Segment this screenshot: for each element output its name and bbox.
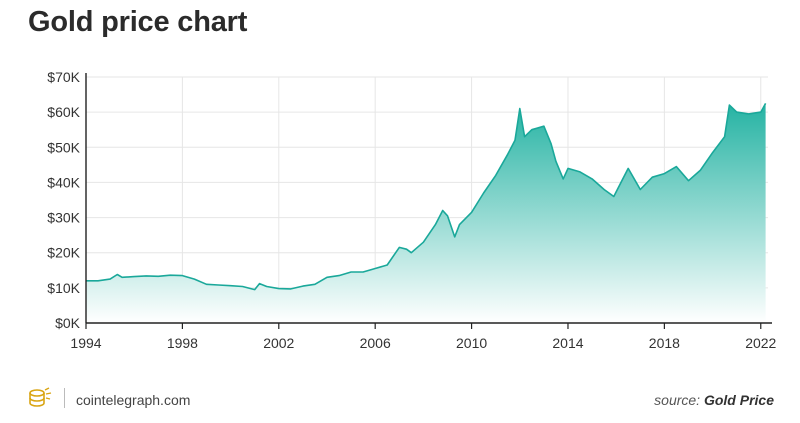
gold-price-chart: $0K $10K $20K $30K $40K $50K $60K $70K 1994 1998… (47, 69, 777, 351)
cointelegraph-logo-icon (29, 387, 52, 407)
y-tick-label: $20K (47, 245, 80, 261)
x-tick-label: 2018 (649, 335, 680, 351)
axes (85, 73, 772, 324)
y-tick-label: $60K (47, 104, 80, 120)
x-tick-label: 1994 (70, 335, 101, 351)
source-prefix: source: (654, 392, 701, 408)
y-tick-label: $30K (47, 210, 80, 226)
page-title: Gold price chart (28, 6, 248, 38)
x-tick-label: 2014 (552, 335, 583, 351)
y-tick-label: $0K (55, 315, 81, 331)
x-tick-label: 1998 (167, 335, 198, 351)
area-layer (86, 103, 767, 324)
x-axis-ticks: 1994 1998 2002 2006 2010 2014 2018 2022 (70, 323, 777, 351)
series-line (86, 103, 767, 291)
x-tick-label: 2010 (456, 335, 487, 351)
source-credit: source: Gold Price (654, 392, 774, 408)
footer: cointelegraph.com source: Gold Price (0, 382, 800, 418)
brand-link[interactable]: cointelegraph.com (76, 392, 191, 408)
y-tick-label: $10K (47, 280, 80, 296)
x-tick-label: 2006 (360, 335, 391, 351)
y-tick-label: $40K (47, 174, 80, 190)
x-tick-label: 2002 (263, 335, 294, 351)
series-area-fill (86, 103, 766, 324)
y-tick-label: $70K (47, 69, 80, 85)
source-name: Gold Price (703, 392, 774, 408)
footer-divider (64, 388, 65, 408)
y-axis-ticks: $0K $10K $20K $30K $40K $50K $60K $70K (47, 69, 80, 331)
x-tick-label: 2022 (745, 335, 776, 351)
y-tick-label: $50K (47, 139, 80, 155)
